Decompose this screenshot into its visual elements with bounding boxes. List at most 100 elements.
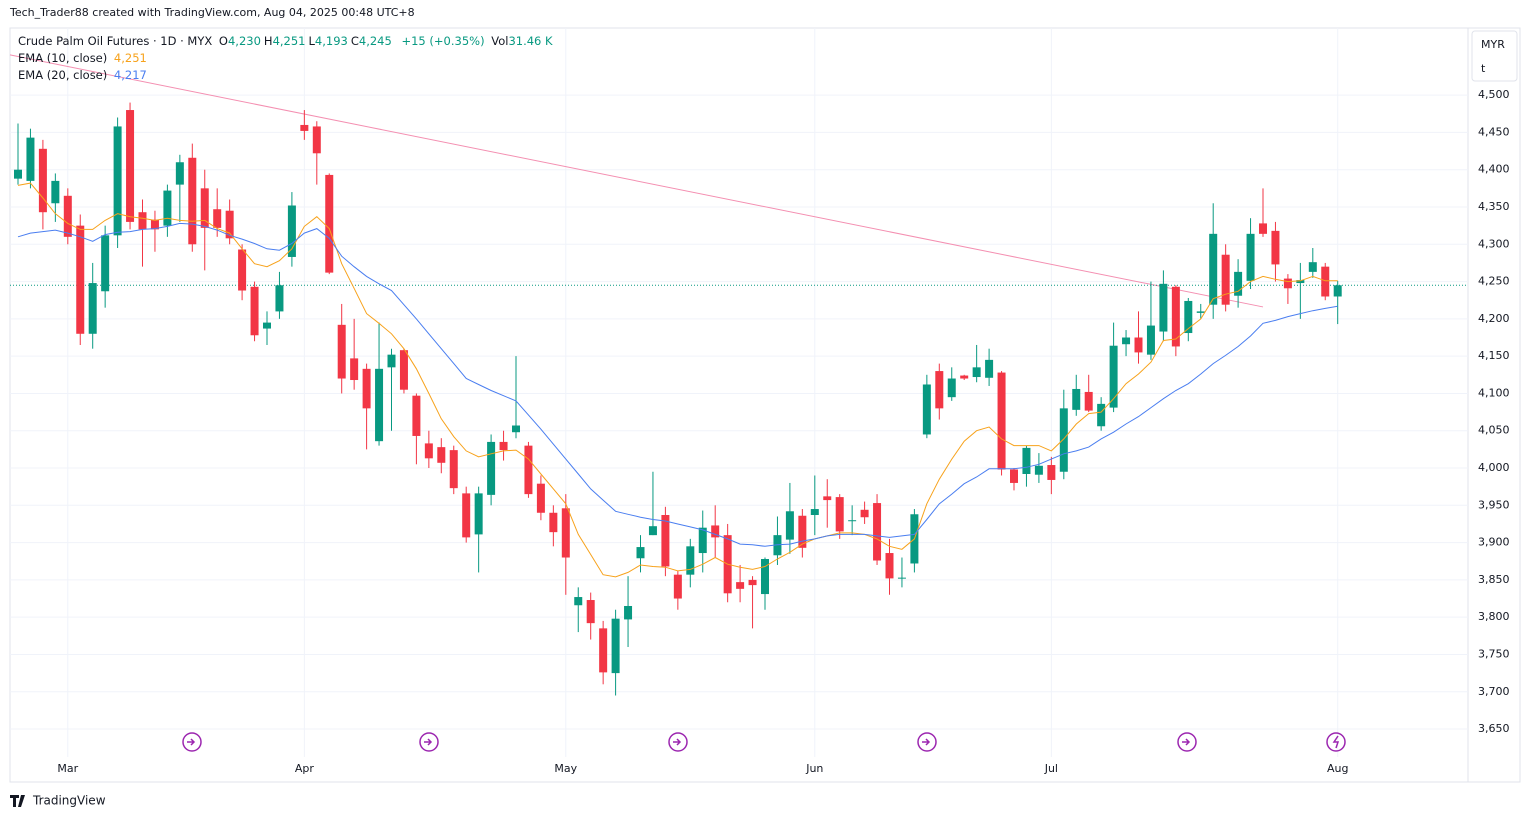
candle-body — [88, 283, 97, 334]
candle-body — [1047, 465, 1056, 480]
candle-body — [561, 508, 570, 558]
candle-body — [337, 324, 346, 379]
candle-body — [1072, 388, 1081, 410]
candle-body — [188, 157, 197, 245]
candle-body — [462, 493, 471, 538]
event-icon[interactable] — [917, 732, 937, 752]
candle-body — [648, 526, 657, 536]
y-tick-label: 3,950 — [1478, 498, 1510, 511]
candle-body — [1171, 286, 1180, 347]
y-tick-label: 4,000 — [1478, 461, 1510, 474]
candle-body — [736, 582, 745, 589]
footer-logo: TradingView — [32, 794, 106, 808]
candle-body — [424, 443, 433, 459]
ohlc-value: 4,251 — [272, 34, 306, 48]
candle-body — [885, 553, 894, 579]
candle-body — [113, 126, 122, 236]
pane-frame — [9, 27, 1521, 783]
header: Tech_Trader88 created with TradingView.c… — [10, 6, 415, 19]
candle-body — [150, 219, 159, 230]
candle-body — [761, 559, 769, 595]
symbol: Crude Palm Oil Futures · 1D · MYX — [18, 34, 213, 48]
candle-body — [599, 628, 608, 673]
unit-label: t — [1481, 62, 1486, 75]
ema-value: 4,217 — [113, 68, 147, 82]
ema-line — [17, 182, 1338, 578]
candle-body — [1109, 345, 1118, 408]
y-tick-label: 3,800 — [1478, 610, 1510, 623]
candle-body — [399, 350, 408, 390]
candle-body — [362, 368, 371, 409]
y-tick-label: 4,100 — [1478, 386, 1510, 399]
vol-key: Vol — [491, 34, 509, 48]
candle-body — [449, 450, 458, 489]
candle-body — [63, 195, 72, 237]
candle-body — [673, 574, 682, 599]
y-tick-label: 4,350 — [1478, 200, 1510, 213]
candle-body — [636, 547, 645, 559]
unit-label: MYR — [1481, 38, 1505, 51]
candle-body — [960, 375, 969, 379]
ema-value: 4,251 — [113, 51, 147, 65]
candle-body — [163, 190, 172, 226]
candle-body — [524, 445, 533, 495]
candle-body — [1308, 262, 1317, 272]
candle-body — [611, 618, 620, 674]
candle-body — [412, 395, 421, 436]
x-tick-label: Mar — [57, 762, 78, 775]
candle-body — [1059, 408, 1068, 472]
y-tick-label: 3,750 — [1478, 647, 1510, 660]
logo-mark — [10, 795, 25, 807]
y-tick-label: 4,500 — [1478, 88, 1510, 101]
candle-body — [1084, 391, 1093, 411]
candle-body — [835, 497, 844, 532]
event-icon[interactable] — [668, 732, 688, 752]
candle-body — [1159, 283, 1168, 332]
event-icon[interactable] — [419, 732, 439, 752]
ohlc-key: H — [263, 34, 273, 48]
candle-body — [38, 148, 47, 213]
candle-body — [474, 493, 483, 535]
candle-body — [312, 126, 321, 154]
candle-body — [1321, 266, 1330, 297]
candle-body — [536, 483, 545, 513]
event-icon[interactable] — [182, 732, 202, 752]
candle-body — [101, 235, 110, 292]
event-icon[interactable] — [1177, 732, 1197, 752]
candle-body — [387, 354, 396, 368]
candle-body — [1333, 285, 1342, 297]
y-tick-label: 4,300 — [1478, 237, 1510, 250]
y-tick-label: 3,700 — [1478, 685, 1510, 698]
candle-body — [1097, 403, 1106, 427]
candle-body — [574, 597, 583, 606]
event-icons — [182, 732, 1346, 752]
y-tick-label: 3,900 — [1478, 536, 1510, 549]
ohlc-value: 4,193 — [314, 34, 348, 48]
candle-body — [76, 225, 85, 334]
ohlc-key: O — [218, 34, 228, 48]
candle-body — [785, 511, 794, 540]
candle-body — [947, 378, 956, 398]
x-tick-label: Jul — [1044, 762, 1058, 775]
y-tick-label: 3,650 — [1478, 722, 1510, 735]
ohlc-key: L — [308, 34, 315, 48]
candle-body — [200, 188, 209, 228]
candle-body — [1184, 300, 1193, 334]
candle-body — [275, 285, 284, 312]
candle-body — [1010, 469, 1018, 483]
y-tick-label: 4,150 — [1478, 349, 1510, 362]
candle-body — [897, 577, 906, 579]
y-tick-label: 3,850 — [1478, 573, 1510, 586]
x-tick-label: Jun — [805, 762, 823, 775]
candle-body — [350, 358, 359, 381]
candle-body — [873, 503, 882, 561]
event-icon[interactable] — [1326, 732, 1346, 752]
y-tick-label: 4,450 — [1478, 125, 1510, 138]
candle-body — [810, 509, 819, 516]
candle-body — [1234, 271, 1243, 296]
candle-body — [686, 546, 695, 575]
candle-body — [711, 525, 720, 538]
candle-body — [26, 137, 35, 181]
candle-body — [175, 162, 184, 185]
